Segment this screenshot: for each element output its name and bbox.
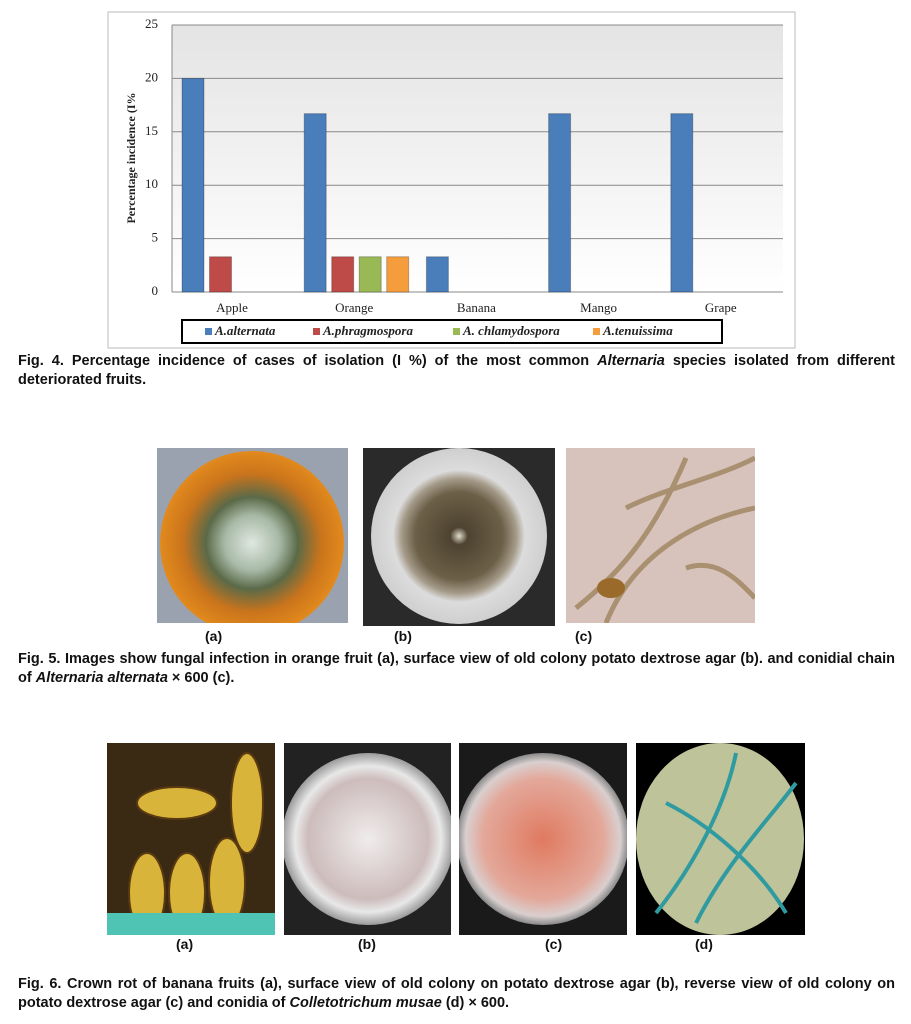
- figure-6-caption: Fig. 6. Crown rot of banana fruits (a), …: [18, 975, 895, 1013]
- caption-text: Fig. 4. Percentage incidence of cases of…: [18, 353, 598, 369]
- legend: A.alternata A.phragmospora A. chlamydospor…: [205, 323, 673, 338]
- bar: [386, 256, 410, 293]
- panel-label: (b): [394, 628, 412, 644]
- legend-label: A.tenuissima: [602, 323, 673, 338]
- panel-label: (a): [176, 936, 194, 952]
- panel-label: (c): [575, 628, 593, 644]
- microscopy-photo: [566, 448, 755, 623]
- y-tick-label: 10: [145, 176, 158, 191]
- y-tick-label: 15: [145, 123, 158, 138]
- petri-dish-photo: [284, 743, 451, 935]
- chart: Percentage incidence (I% A.alternata A.ph…: [107, 11, 796, 349]
- legend-box: [181, 319, 723, 344]
- caption-text: Fig. 5. Images show fungal infection in …: [18, 651, 895, 686]
- y-tick-label: 5: [152, 230, 159, 245]
- bar: [181, 77, 205, 293]
- panel-label: (c): [545, 936, 563, 952]
- figure-5-caption: Fig. 5. Images show fungal infection in …: [18, 650, 895, 688]
- legend-label: A.alternata: [214, 323, 276, 338]
- panel-label: (d): [695, 936, 713, 952]
- caption-text: (d) × 600.: [441, 995, 510, 1011]
- x-tick-label: Banana: [457, 300, 496, 315]
- x-tick-label: Mango: [580, 300, 617, 315]
- caption-text: × 600 (c).: [167, 670, 235, 686]
- bar: [425, 256, 449, 293]
- panel-label: (b): [358, 936, 376, 952]
- petri-dish-photo: [363, 448, 555, 626]
- legend-label: A.phragmospora: [322, 323, 413, 338]
- banana-photo: [107, 743, 275, 935]
- bar: [331, 256, 355, 293]
- bar: [303, 113, 327, 293]
- petri-dish-photo: [459, 743, 627, 935]
- caption-italic: Alternaria alternata: [35, 670, 168, 686]
- y-axis-label: Percentage incidence (I%: [124, 92, 138, 223]
- legend-swatch: [205, 328, 212, 335]
- bar: [670, 113, 694, 293]
- legend-swatch: [453, 328, 460, 335]
- bar: [358, 256, 382, 293]
- legend-swatch: [593, 328, 600, 335]
- y-tick-label: 20: [145, 69, 158, 84]
- caption-italic: Colletotrichum musae: [289, 995, 442, 1011]
- microscopy-photo: [636, 743, 805, 935]
- y-tick-label: 0: [152, 283, 159, 298]
- x-tick-label: Orange: [335, 300, 373, 315]
- bar: [209, 256, 232, 293]
- bar: [548, 113, 572, 293]
- legend-label: A. chlamydospora: [462, 323, 560, 338]
- caption-text: species isolated from different deterior…: [18, 353, 895, 388]
- orange-photo: [157, 448, 348, 623]
- caption-text: Fig. 6. Crown rot of banana fruits (a), …: [18, 976, 895, 1011]
- figure-4-caption: Fig. 4. Percentage incidence of cases of…: [18, 352, 895, 390]
- panel-label: (a): [205, 628, 223, 644]
- x-tick-label: Grape: [705, 300, 737, 315]
- y-tick-label: 25: [145, 16, 158, 31]
- legend-swatch: [313, 328, 320, 335]
- caption-italic: Alternaria: [597, 353, 665, 369]
- x-tick-label: Apple: [216, 300, 248, 315]
